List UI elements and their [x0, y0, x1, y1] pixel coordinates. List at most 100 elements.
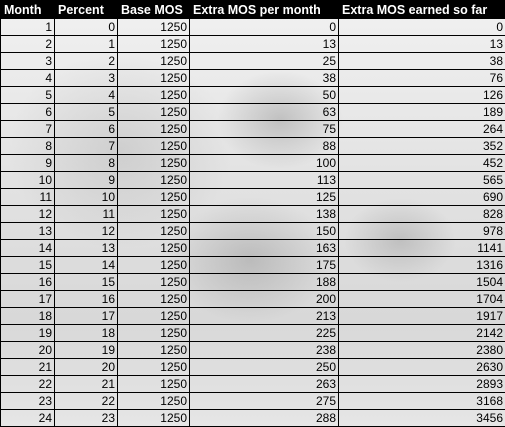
cell-extra-mos-earned-so-far: 1917 [338, 307, 505, 325]
cell-percent: 23 [54, 409, 118, 427]
table-row: 3 2 1250 25 38 [0, 52, 505, 70]
cell-extra-mos-per-month: 125 [189, 188, 339, 206]
cell-percent: 15 [54, 273, 118, 291]
cell-base-mos: 1250 [117, 256, 190, 274]
cell-extra-mos-earned-so-far: 978 [338, 222, 505, 240]
table-body: 1 0 1250 0 0 2 1 1250 13 13 3 2 1250 25 38 4 3 1250 38 76 5 4… [0, 18, 505, 427]
table-row: 10 9 1250 113 565 [0, 171, 505, 189]
table-row: 18 17 1250 213 1917 [0, 307, 505, 325]
header-extra-mos-earned-so-far: Extra MOS earned so far [338, 0, 505, 19]
cell-month: 23 [0, 392, 55, 410]
header-month: Month [0, 0, 55, 19]
cell-extra-mos-per-month: 275 [189, 392, 339, 410]
cell-base-mos: 1250 [117, 171, 190, 189]
cell-base-mos: 1250 [117, 205, 190, 223]
cell-extra-mos-per-month: 250 [189, 358, 339, 376]
cell-month: 7 [0, 120, 55, 138]
cell-extra-mos-per-month: 63 [189, 103, 339, 121]
cell-percent: 13 [54, 239, 118, 257]
cell-extra-mos-per-month: 163 [189, 239, 339, 257]
cell-percent: 10 [54, 188, 118, 206]
cell-extra-mos-per-month: 50 [189, 86, 339, 104]
cell-month: 13 [0, 222, 55, 240]
cell-month: 1 [0, 18, 55, 36]
cell-extra-mos-per-month: 225 [189, 324, 339, 342]
table-row: 19 18 1250 225 2142 [0, 324, 505, 342]
cell-percent: 6 [54, 120, 118, 138]
cell-percent: 5 [54, 103, 118, 121]
cell-month: 18 [0, 307, 55, 325]
cell-base-mos: 1250 [117, 375, 190, 393]
cell-percent: 21 [54, 375, 118, 393]
cell-extra-mos-earned-so-far: 452 [338, 154, 505, 172]
cell-month: 14 [0, 239, 55, 257]
table-row: 1 0 1250 0 0 [0, 18, 505, 36]
table-row: 2 1 1250 13 13 [0, 35, 505, 53]
cell-extra-mos-per-month: 25 [189, 52, 339, 70]
table-row: 4 3 1250 38 76 [0, 69, 505, 87]
cell-month: 17 [0, 290, 55, 308]
cell-percent: 12 [54, 222, 118, 240]
cell-extra-mos-per-month: 13 [189, 35, 339, 53]
cell-base-mos: 1250 [117, 273, 190, 291]
cell-base-mos: 1250 [117, 307, 190, 325]
cell-base-mos: 1250 [117, 341, 190, 359]
cell-percent: 8 [54, 154, 118, 172]
cell-extra-mos-per-month: 150 [189, 222, 339, 240]
table-row: 16 15 1250 188 1504 [0, 273, 505, 291]
table-row: 13 12 1250 150 978 [0, 222, 505, 240]
cell-base-mos: 1250 [117, 154, 190, 172]
cell-extra-mos-earned-so-far: 13 [338, 35, 505, 53]
cell-extra-mos-per-month: 138 [189, 205, 339, 223]
cell-extra-mos-earned-so-far: 189 [338, 103, 505, 121]
cell-percent: 17 [54, 307, 118, 325]
cell-percent: 4 [54, 86, 118, 104]
cell-percent: 3 [54, 69, 118, 87]
cell-percent: 11 [54, 205, 118, 223]
cell-base-mos: 1250 [117, 188, 190, 206]
cell-base-mos: 1250 [117, 222, 190, 240]
table-row: 23 22 1250 275 3168 [0, 392, 505, 410]
cell-extra-mos-earned-so-far: 76 [338, 69, 505, 87]
cell-extra-mos-per-month: 263 [189, 375, 339, 393]
cell-month: 24 [0, 409, 55, 427]
cell-base-mos: 1250 [117, 409, 190, 427]
cell-percent: 19 [54, 341, 118, 359]
cell-base-mos: 1250 [117, 103, 190, 121]
cell-extra-mos-per-month: 38 [189, 69, 339, 87]
cell-extra-mos-earned-so-far: 2142 [338, 324, 505, 342]
cell-base-mos: 1250 [117, 137, 190, 155]
cell-extra-mos-per-month: 100 [189, 154, 339, 172]
cell-extra-mos-earned-so-far: 1316 [338, 256, 505, 274]
cell-extra-mos-earned-so-far: 690 [338, 188, 505, 206]
cell-month: 15 [0, 256, 55, 274]
table-row: 6 5 1250 63 189 [0, 103, 505, 121]
cell-percent: 1 [54, 35, 118, 53]
table-row: 7 6 1250 75 264 [0, 120, 505, 138]
cell-month: 8 [0, 137, 55, 155]
cell-base-mos: 1250 [117, 52, 190, 70]
cell-extra-mos-earned-so-far: 0 [338, 18, 505, 36]
table-row: 22 21 1250 263 2893 [0, 375, 505, 393]
cell-month: 6 [0, 103, 55, 121]
cell-extra-mos-per-month: 175 [189, 256, 339, 274]
cell-extra-mos-per-month: 213 [189, 307, 339, 325]
cell-base-mos: 1250 [117, 120, 190, 138]
cell-extra-mos-earned-so-far: 2893 [338, 375, 505, 393]
cell-extra-mos-earned-so-far: 565 [338, 171, 505, 189]
cell-extra-mos-earned-so-far: 2630 [338, 358, 505, 376]
cell-extra-mos-earned-so-far: 3168 [338, 392, 505, 410]
cell-percent: 14 [54, 256, 118, 274]
cell-base-mos: 1250 [117, 358, 190, 376]
cell-extra-mos-earned-so-far: 38 [338, 52, 505, 70]
header-row: Month Percent Base MOS Extra MOS per mon… [0, 0, 505, 19]
cell-base-mos: 1250 [117, 392, 190, 410]
table-row: 14 13 1250 163 1141 [0, 239, 505, 257]
cell-extra-mos-per-month: 200 [189, 290, 339, 308]
table-row: 15 14 1250 175 1316 [0, 256, 505, 274]
header-percent: Percent [54, 0, 118, 19]
cell-percent: 0 [54, 18, 118, 36]
cell-extra-mos-per-month: 238 [189, 341, 339, 359]
cell-extra-mos-earned-so-far: 1504 [338, 273, 505, 291]
